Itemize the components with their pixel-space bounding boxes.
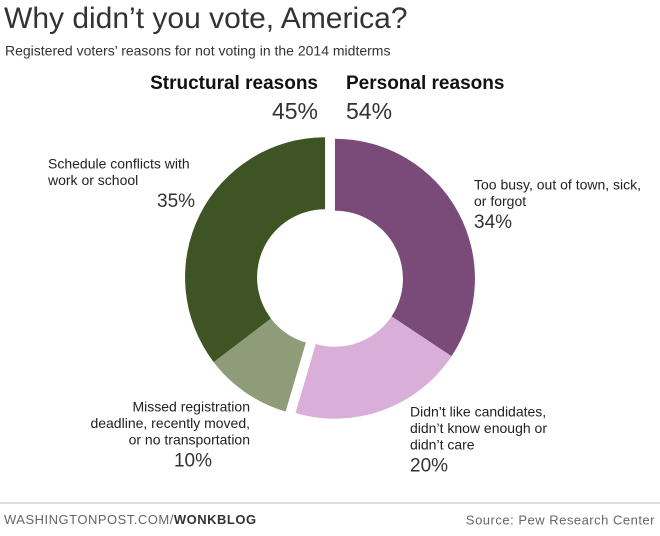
- slice-label: deadline, recently moved,: [90, 415, 250, 431]
- group-name: Personal reasons: [346, 73, 504, 94]
- slice-label: Schedule conflicts with: [48, 156, 190, 172]
- slice-label: or forgot: [474, 193, 526, 209]
- chart-title: Why didn’t you vote, America?: [4, 2, 408, 35]
- slice-label: work or school: [47, 172, 138, 188]
- group-value: 54%: [346, 98, 392, 124]
- footer-blog: WONKBLOG: [174, 512, 257, 527]
- footer-site: WASHINGTONPOST.COM/WONKBLOG: [4, 512, 257, 527]
- donut-slice: [213, 318, 306, 412]
- slice-value: 10%: [174, 451, 212, 472]
- footer-site-text: WASHINGTONPOST.COM/: [4, 512, 174, 527]
- slice-label: Didn’t like candidates,: [410, 404, 546, 420]
- donut-slice: [185, 137, 326, 363]
- slice-label: Too busy, out of town, sick,: [474, 177, 641, 193]
- slice-label: or no transportation: [129, 432, 250, 448]
- slice-value: 20%: [410, 456, 448, 477]
- chart-subtitle: Registered voters’ reasons for not votin…: [5, 43, 390, 59]
- group-value: 45%: [272, 98, 318, 124]
- slice-label: didn’t know enough or: [410, 420, 547, 436]
- slice-label: didn’t care: [410, 437, 475, 453]
- slice-value: 34%: [474, 212, 512, 233]
- slice-label: Missed registration: [133, 399, 251, 415]
- donut-slice: [295, 316, 452, 419]
- donut-slice: [334, 138, 475, 357]
- slice-value: 35%: [157, 191, 195, 212]
- group-name: Structural reasons: [150, 73, 318, 94]
- source: Source: Pew Research Center: [466, 512, 655, 527]
